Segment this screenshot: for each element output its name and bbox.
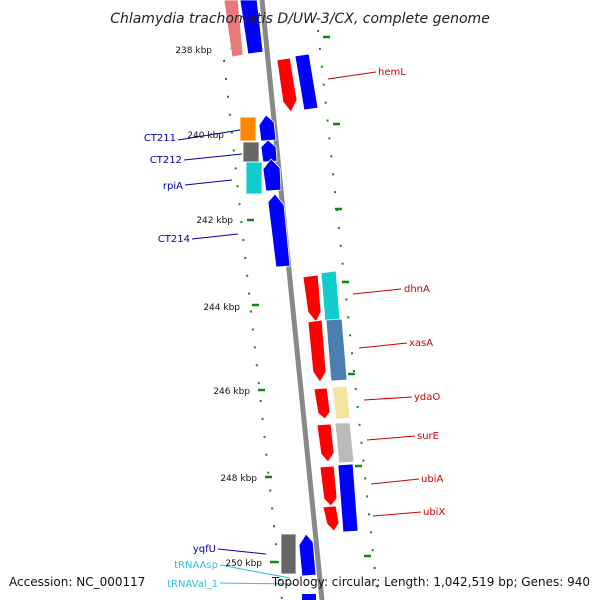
genome-backbone [259, 0, 325, 600]
gene-label-ubiA[interactable]: ubiA [421, 474, 443, 485]
gene-surE-reverse [316, 423, 335, 463]
gene-label-hemL[interactable]: hemL [378, 67, 406, 78]
gene-label-ydaO[interactable]: ydaO [414, 392, 440, 403]
gene-block-top-pink [223, 0, 244, 58]
left-leader-lines [177, 129, 267, 555]
tick-label: 238 kbp [175, 46, 212, 56]
gene-label-surE[interactable]: surE [417, 431, 439, 442]
gene-CT212-forward [260, 139, 278, 163]
tick-labels: 238 kbp 240 kbp 242 kbp 244 kbp 246 kbp … [175, 46, 262, 569]
gene-label-CT212[interactable]: CT212 [150, 155, 182, 166]
tick-label: 244 kbp [203, 303, 240, 313]
gene-label-tRNAAsp[interactable]: tRNAAsp [174, 560, 218, 571]
gene-CT212-box [242, 141, 260, 163]
trna-leader-lines [219, 564, 295, 585]
tick-ring-left [223, 59, 283, 600]
gene-label-rpiA[interactable]: rpiA [163, 181, 183, 192]
gene-ubiA-reverse [319, 465, 338, 507]
gene-label-xasA[interactable]: xasA [409, 338, 433, 349]
gene-hemL-forward [294, 53, 319, 111]
tick-label: 248 kbp [220, 474, 257, 484]
gene-yqfU-forward [298, 533, 317, 577]
map-title: Chlamydia trachomatis D/UW-3/CX, complet… [110, 11, 490, 27]
major-ticks [230, 35, 371, 564]
gene-label-CT211[interactable]: CT211 [144, 133, 176, 144]
gene-hemL-reverse [276, 57, 298, 113]
gene-ydaO-box [331, 385, 351, 420]
tick-label: 246 kbp [213, 387, 250, 397]
gene-xasA-box [325, 318, 348, 382]
tick-label: 242 kbp [196, 216, 233, 226]
left-gene-labels: CT211 CT212 rpiA CT214 yqfU tRNAAsp tRNA… [144, 133, 218, 590]
gene-CT211-forward [258, 114, 277, 142]
gene-block-top-blue [239, 0, 264, 55]
gene-dhnA-box [320, 270, 341, 322]
gene-ydaO-reverse [313, 387, 331, 420]
gene-label-ubiX[interactable]: ubiX [423, 507, 445, 518]
gene-rpiA-forward [262, 158, 282, 192]
gene-label-dhnA[interactable]: dhnA [404, 284, 430, 295]
tick-label: 240 kbp [187, 131, 224, 141]
right-leader-lines [327, 71, 422, 517]
accession-text: Accession: NC_000117 [9, 575, 145, 589]
tick-label: 250 kbp [225, 559, 262, 569]
gene-yqfU-box [280, 533, 297, 575]
gene-label-CT214[interactable]: CT214 [158, 234, 190, 245]
gene-xasA-reverse [307, 319, 327, 383]
topology-text: Topology: circular; Length: 1,042,519 bp… [271, 575, 590, 589]
gene-ubiA-forward [337, 463, 359, 533]
gene-CT211-box [239, 116, 257, 142]
gene-dhnA-reverse [302, 274, 322, 323]
gene-bottom-forward [302, 594, 316, 600]
gene-surE-box [334, 422, 355, 464]
gene-label-yqfU[interactable]: yqfU [193, 544, 216, 555]
gene-label-tRNAVal_1[interactable]: tRNAVal_1 [167, 579, 218, 590]
gene-ubiX-reverse [322, 505, 340, 532]
gene-CT214-forward [267, 193, 291, 268]
right-gene-labels: hemL dhnA xasA ydaO surE ubiA ubiX [378, 67, 445, 518]
gene-rpiA-box [245, 161, 263, 195]
